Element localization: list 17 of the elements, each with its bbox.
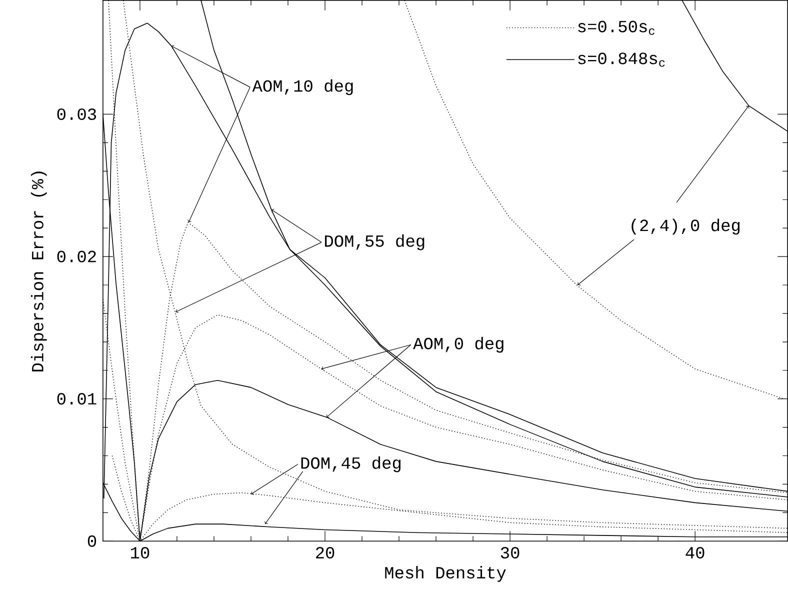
y-tick-label: 0.02 bbox=[57, 250, 96, 262]
y-tick-label: 0.03 bbox=[57, 108, 96, 120]
x-tick-label: 30 bbox=[500, 546, 520, 558]
legend-label: s=0.848s$_{c}$ bbox=[578, 52, 665, 67]
y-tick-label: 0 bbox=[88, 535, 96, 547]
annotation: DOM,55 deg bbox=[325, 234, 424, 250]
legend-label: s=0.50s$_{c}$ bbox=[578, 20, 654, 35]
annotation: (2,4),0 deg bbox=[632, 218, 740, 235]
x-axis-title: Mesh Density bbox=[385, 566, 506, 582]
y-axis-title: Dispersion Error (%) bbox=[30, 172, 47, 372]
annotation: AOM,0 deg bbox=[413, 336, 504, 353]
x-tick-label: 20 bbox=[316, 546, 334, 558]
y-tick-label: 0.01 bbox=[57, 393, 96, 405]
annotation: AOM,10 deg bbox=[252, 79, 353, 96]
x-tick-label: 40 bbox=[686, 546, 704, 558]
annotation: DOM,45 deg bbox=[301, 456, 400, 472]
x-tick-label: 10 bbox=[130, 546, 150, 558]
